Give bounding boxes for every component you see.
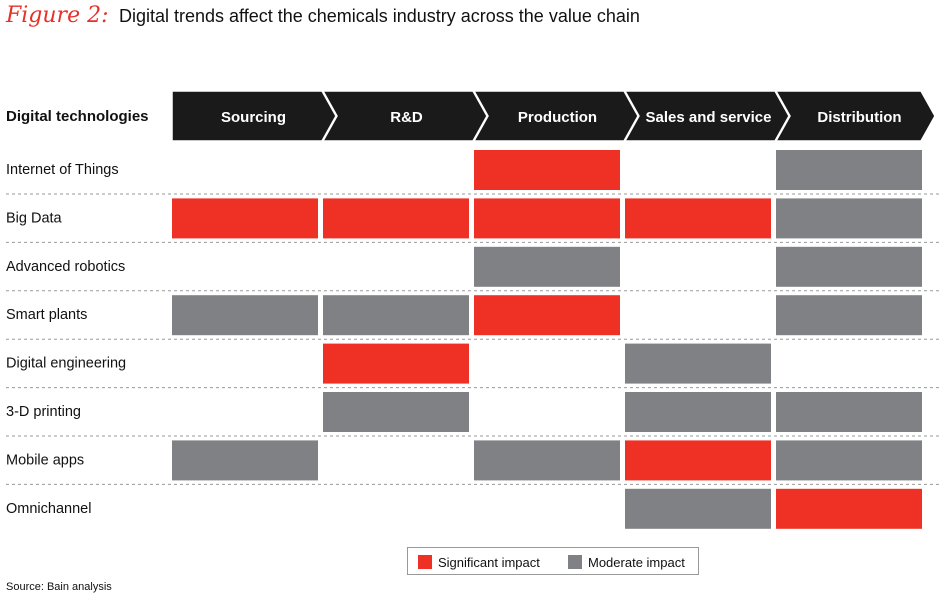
cell-3-d-printing-sales-and-service-moderate (625, 392, 771, 432)
column-header-sourcing: Sourcing (221, 109, 286, 126)
column-header-chevron-r-d (321, 90, 488, 142)
cell-smart-plants-sourcing-moderate (172, 295, 318, 336)
row-label-internet-of-things: Internet of Things (6, 162, 119, 178)
cell-big-data-production-significant (474, 198, 620, 239)
cell-big-data-sales-and-service-significant (625, 198, 771, 239)
row-label-omnichannel: Omnichannel (6, 501, 91, 517)
cell-omnichannel-distribution-significant (776, 488, 922, 529)
legend-label-moderate: Moderate impact (588, 554, 685, 570)
row-label-advanced-robotics: Advanced robotics (6, 259, 125, 275)
cell-big-data-sourcing-significant (172, 198, 318, 239)
cell-3-d-printing-distribution-moderate (776, 392, 922, 432)
cell-internet-of-things-distribution-moderate (776, 150, 922, 190)
column-header-r-d: R&D (390, 109, 423, 126)
cell-mobile-apps-sourcing-moderate (172, 440, 318, 481)
row-label-3-d-printing: 3-D printing (6, 404, 81, 420)
legend-label-significant: Significant impact (438, 554, 540, 570)
figure-title-text: Digital trends affect the chemicals indu… (118, 6, 640, 26)
column-header-chevron-sourcing (171, 90, 337, 142)
cell-smart-plants-distribution-moderate (776, 295, 922, 336)
source-note: Source: Bain analysis (6, 581, 112, 593)
cell-big-data-distribution-moderate (776, 198, 922, 239)
row-label-smart-plants: Smart plants (6, 307, 87, 323)
cell-mobile-apps-distribution-moderate (776, 440, 922, 481)
cell-smart-plants-r-d-moderate (323, 295, 469, 336)
cell-internet-of-things-production-significant (474, 150, 620, 190)
cell-advanced-robotics-production-moderate (474, 246, 620, 287)
figure-label: Figure 2: (6, 3, 109, 28)
legend: Significant impact Moderate impact (407, 547, 699, 575)
cell-digital-engineering-sales-and-service-moderate (625, 343, 771, 384)
cell-big-data-r-d-significant (323, 198, 469, 239)
legend-item-moderate: Moderate impact (568, 553, 685, 571)
row-label-mobile-apps: Mobile apps (6, 452, 84, 468)
cell-mobile-apps-production-moderate (474, 440, 620, 481)
cell-mobile-apps-sales-and-service-significant (625, 440, 771, 481)
cell-3-d-printing-r-d-moderate (323, 392, 469, 432)
row-label-big-data: Big Data (6, 210, 63, 226)
cell-advanced-robotics-distribution-moderate (776, 246, 922, 287)
legend-swatch-significant (418, 555, 432, 569)
cell-smart-plants-production-significant (474, 295, 620, 336)
column-header-chevron-production (472, 90, 639, 142)
cell-omnichannel-sales-and-service-moderate (625, 488, 771, 529)
column-header-distribution: Distribution (817, 109, 901, 126)
row-label-digital-engineering: Digital engineering (6, 356, 126, 372)
row-header-label: Digital technologies (6, 108, 149, 125)
column-header-chevron-distribution (774, 90, 936, 142)
legend-swatch-moderate (568, 555, 582, 569)
legend-item-significant: Significant impact (418, 553, 540, 571)
column-header-production: Production (518, 109, 597, 126)
column-header-sales-and-service: Sales and service (646, 109, 772, 126)
cell-digital-engineering-r-d-significant (323, 343, 469, 384)
column-header-chevron-sales-and-service (623, 90, 790, 142)
figure-title: Figure 2: Digital trends affect the chem… (6, 3, 640, 33)
